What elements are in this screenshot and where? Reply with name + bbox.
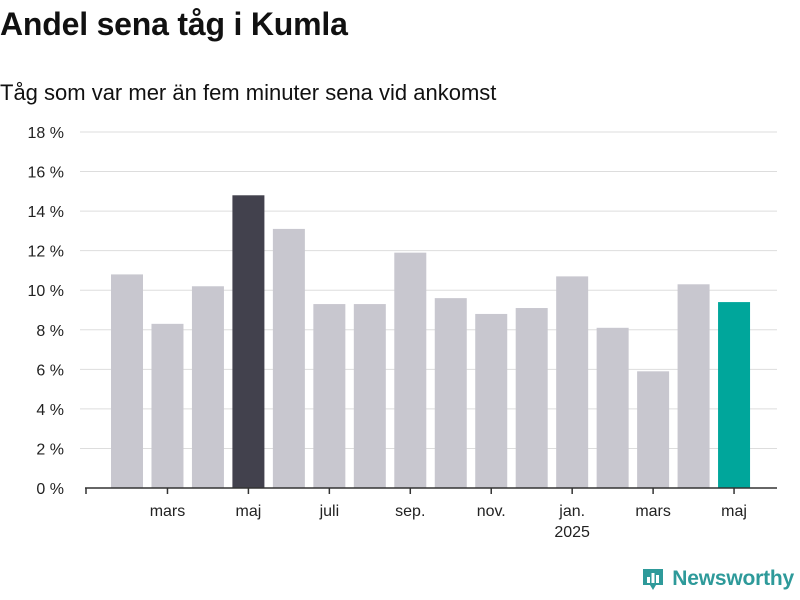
bar-10: dec. 2024: 9.1 % [515, 308, 548, 488]
newsworthy-logo-icon [643, 569, 664, 590]
bar-12: feb. 2025: 8.1 % [596, 327, 629, 488]
x-tick-label: nov. [477, 503, 506, 520]
y-tick-label: 0 % [36, 481, 64, 498]
bar-11: jan. 2025: 10.7 % [556, 276, 589, 488]
bar-7: sep. 2024: 11.9 % [394, 252, 427, 488]
bar-3: maj 2024: 14.8 % [232, 195, 265, 489]
y-tick-label: 14 % [28, 204, 64, 221]
y-tick-label: 10 % [28, 283, 64, 300]
x-year-label: 2025 [554, 524, 590, 541]
bar-5: juli 2024: 9.3 % [313, 304, 346, 488]
y-tick-label: 8 % [36, 323, 64, 340]
x-tick-label: mars [635, 503, 671, 520]
y-tick-label: 16 % [28, 165, 64, 182]
brand-name: Newsworthy [672, 567, 794, 590]
bar-6: aug. 2024: 9.3 % [353, 304, 386, 488]
y-tick-label: 2 % [36, 441, 64, 458]
bar-13: mars 2025: 5.9 % [637, 371, 670, 488]
bar-8: okt. 2024: 9.6 % [434, 298, 467, 488]
bar-4: juni 2024: 13.1 % [272, 228, 305, 488]
brand: Newsworthy [640, 566, 794, 592]
x-tick-label: maj [721, 503, 747, 520]
x-tick-label: sep. [395, 503, 425, 520]
bar-9: nov. 2024: 8.8 % [475, 313, 508, 488]
x-tick-label: juli [319, 503, 340, 520]
chart-title: Andel sena tåg i Kumla [0, 6, 348, 42]
bar-14: apr. 2025: 10.3 % [677, 284, 710, 488]
chart-subtitle: Tåg som var mer än fem minuter sena vid … [0, 80, 497, 105]
bar-1: mars 2024: 8.3 % [151, 323, 184, 488]
bar-2: apr. 2024: 10.2 % [191, 286, 224, 488]
y-tick-label: 12 % [28, 244, 64, 261]
y-tick-label: 18 % [28, 125, 64, 142]
x-tick-label: mars [150, 503, 186, 520]
x-tick-label: maj [236, 503, 262, 520]
y-tick-label: 4 % [36, 402, 64, 419]
bar-0: feb. 2024: 10.8 % [111, 274, 143, 488]
x-tick-label: jan. [558, 503, 585, 520]
y-tick-label: 6 % [36, 362, 64, 379]
bar-15: maj 2025: 9.4 % [718, 302, 751, 488]
